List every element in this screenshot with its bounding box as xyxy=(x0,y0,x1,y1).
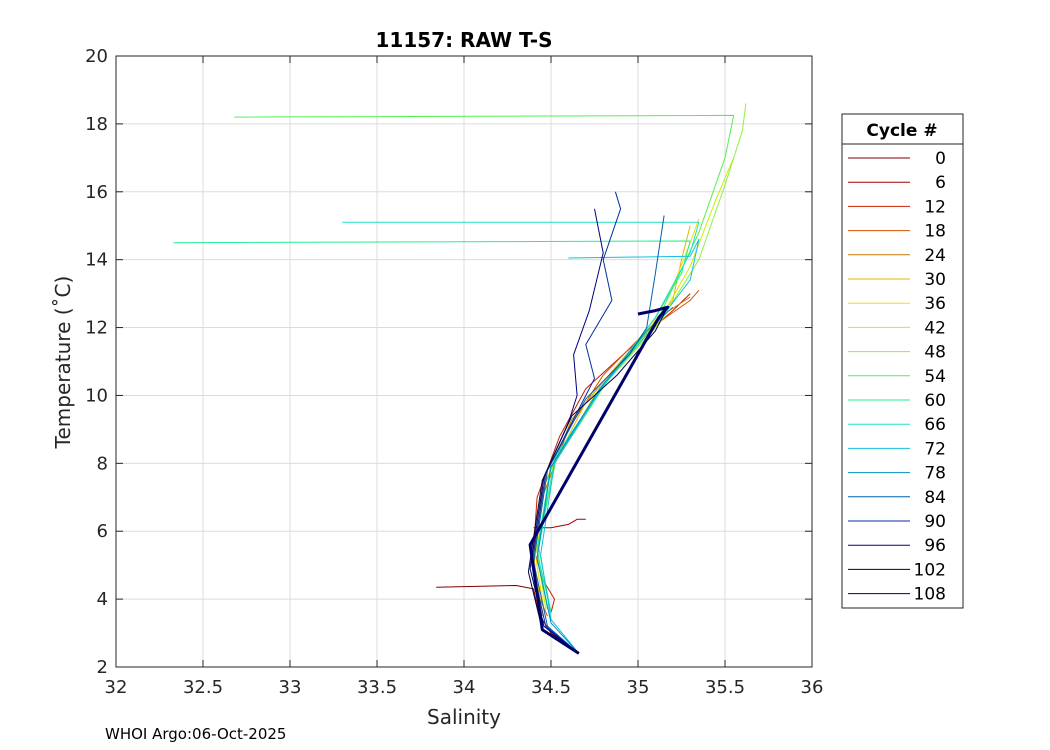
legend-entry-0: 0 xyxy=(935,149,946,169)
legend-entry-84: 84 xyxy=(924,488,946,508)
legend-entry-66: 66 xyxy=(924,415,946,435)
series-line-cycle-66 xyxy=(342,221,700,613)
legend-entry-54: 54 xyxy=(924,367,946,387)
x-tick-label: 33.5 xyxy=(357,677,397,698)
y-tick-label: 6 xyxy=(97,521,108,542)
series-line-cycle-72 xyxy=(540,238,700,654)
legend-box xyxy=(841,113,964,609)
legend-entry-90: 90 xyxy=(924,512,946,532)
legend-entry-96: 96 xyxy=(924,536,946,556)
chart-title: 11157: RAW T-S xyxy=(376,28,553,52)
y-tick-label: 8 xyxy=(97,453,108,474)
legend-entry-72: 72 xyxy=(924,439,946,459)
y-tick-label: 20 xyxy=(85,46,108,67)
legend: Cycle # 0 6 12 18 24 30 36 42 48 54 60 66 72 78 84 90 96… xyxy=(841,113,964,609)
x-tick-label: 36 xyxy=(801,677,824,698)
x-tick-label: 32 xyxy=(105,677,128,698)
y-ticks: 2 4 6 8 10 12 14 16 18 20 xyxy=(85,46,812,678)
legend-entry-78: 78 xyxy=(924,464,946,484)
series-layer xyxy=(173,103,747,655)
series-line-cycle-84 xyxy=(533,215,665,654)
legend-entry-6: 6 xyxy=(935,173,946,193)
x-tick-label: 32.5 xyxy=(183,677,223,698)
legend-entry-108: 108 xyxy=(914,585,946,605)
legend-entries: 0 6 12 18 24 30 36 42 48 54 60 66 72 78 84 90 96 102 108 xyxy=(848,149,946,605)
x-tick-label: 35 xyxy=(627,677,650,698)
y-tick-label: 18 xyxy=(85,114,108,135)
legend-entry-12: 12 xyxy=(924,197,946,217)
y-tick-label: 10 xyxy=(85,385,108,406)
legend-entry-60: 60 xyxy=(924,391,946,411)
x-ticks: 32 32.5 33 33.5 34 34.5 35 35.5 36 xyxy=(105,56,824,698)
x-axis-label: Salinity xyxy=(427,705,501,729)
series-line-cycle-108 xyxy=(528,305,670,655)
legend-entry-30: 30 xyxy=(924,270,946,290)
x-tick-label: 35.5 xyxy=(705,677,745,698)
legend-title: Cycle # xyxy=(866,121,937,141)
legend-entry-48: 48 xyxy=(924,343,946,363)
legend-entry-42: 42 xyxy=(924,318,946,338)
y-tick-label: 4 xyxy=(97,589,108,610)
legend-entry-24: 24 xyxy=(924,246,946,266)
x-tick-label: 33 xyxy=(279,677,302,698)
x-tick-label: 34 xyxy=(453,677,476,698)
legend-entry-18: 18 xyxy=(924,222,946,242)
x-tick-label: 34.5 xyxy=(531,677,571,698)
legend-entry-36: 36 xyxy=(924,294,946,314)
y-tick-label: 14 xyxy=(85,250,108,271)
y-tick-label: 12 xyxy=(85,318,108,339)
y-tick-label: 2 xyxy=(97,657,108,678)
legend-entry-102: 102 xyxy=(914,560,946,580)
series-line-cycle-78 xyxy=(536,306,674,654)
y-axis-label: Temperature (˚C) xyxy=(51,276,75,450)
y-tick-label: 16 xyxy=(85,182,108,203)
footer-text: WHOI Argo:06-Oct-2025 xyxy=(105,725,287,743)
